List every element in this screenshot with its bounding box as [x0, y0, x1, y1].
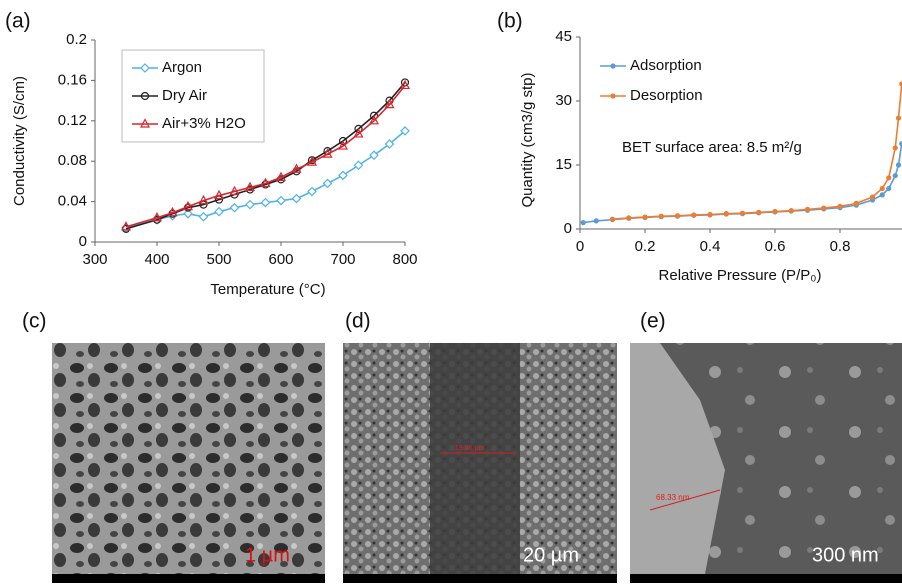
sem-image-d: 19.46 µm (d) 20 µm: [343, 310, 617, 583]
y-axis-label: Quantity (cm3/g stp): [519, 72, 536, 207]
marker: [215, 208, 223, 216]
marker: [893, 145, 898, 150]
marker: [610, 217, 615, 222]
marker: [200, 213, 208, 221]
x-tick-label: 400: [144, 251, 169, 268]
marker: [880, 186, 885, 191]
scale-bar-label: 20 µm: [523, 544, 579, 566]
legend-label: Air+3% H2O: [162, 115, 246, 132]
x-tick-label: 0.2: [635, 238, 656, 255]
scale-bar-label: 300 nm: [812, 544, 879, 566]
panel-label: (e): [640, 310, 666, 333]
x-axis-label: Relative Pressure (P/P₀): [659, 267, 822, 284]
marker: [789, 208, 794, 213]
legend-label: Desorption: [630, 87, 703, 104]
marker: [355, 161, 363, 169]
annotation: BET surface area: 8.5 m²/g: [622, 139, 802, 156]
panel-label: (a): [5, 10, 31, 33]
marker: [293, 195, 301, 203]
y-tick-label: 0.2: [66, 31, 87, 48]
marker: [675, 213, 680, 218]
info-bar: [52, 574, 325, 583]
marker: [880, 192, 885, 197]
info-bar: [343, 574, 617, 583]
measurement: 68.33 nm: [656, 493, 690, 502]
marker: [308, 188, 316, 196]
marker: [886, 175, 891, 180]
sem-image-e: 68.33 nm (e) 300 nm: [630, 310, 902, 583]
marker: [262, 199, 270, 207]
marker: [324, 179, 332, 187]
marker: [231, 204, 239, 212]
marker: [594, 218, 599, 223]
marker: [642, 214, 647, 219]
y-tick-label: 45: [555, 28, 572, 45]
marker: [896, 115, 901, 120]
y-tick-label: 0.08: [58, 152, 87, 169]
marker: [724, 211, 729, 216]
x-tick-label: 700: [330, 251, 355, 268]
scale-bar-label: 1 µm: [245, 544, 290, 566]
marker: [740, 211, 745, 216]
marker: [277, 197, 285, 205]
x-axis-label: Temperature (°C): [210, 281, 325, 298]
sem-image-c: (c) 1 µm: [22, 310, 325, 583]
info-bar: [630, 574, 902, 583]
marker: [659, 214, 664, 219]
marker: [246, 201, 254, 209]
panel-label: (c): [22, 310, 47, 333]
marker: [870, 194, 875, 199]
y-axis-label: Conductivity (S/cm): [11, 76, 28, 206]
marker: [854, 201, 859, 206]
x-tick-label: 0.8: [830, 238, 851, 255]
marker: [691, 212, 696, 217]
panel-label: (d): [345, 310, 371, 333]
x-tick-label: 800: [392, 251, 417, 268]
x-tick-label: 500: [206, 251, 231, 268]
marker: [581, 220, 586, 225]
marker: [805, 207, 810, 212]
x-tick-label: 0.4: [700, 238, 721, 255]
y-tick-label: 15: [555, 156, 572, 173]
y-tick-label: 0.04: [58, 193, 87, 210]
marker: [893, 173, 898, 178]
panel-label: (b): [497, 10, 523, 33]
figure: (c) 1 µm 19.46 µm (d) 20 µm 68.33 nm (e)…: [0, 0, 902, 587]
legend-label: Argon: [162, 59, 202, 76]
marker: [610, 93, 615, 98]
x-tick-label: 0.6: [765, 238, 786, 255]
marker: [756, 210, 761, 215]
y-tick-label: 0.16: [58, 71, 87, 88]
x-tick-label: 300: [82, 251, 107, 268]
measurement: 19.46 µm: [455, 445, 484, 452]
marker: [772, 209, 777, 214]
legend-label: Adsorption: [630, 57, 702, 74]
dense-layer: [430, 343, 520, 574]
y-tick-label: 30: [555, 92, 572, 109]
marker: [610, 63, 615, 68]
marker: [837, 204, 842, 209]
y-tick-label: 0.12: [58, 112, 87, 129]
x-tick-label: 0: [576, 238, 584, 255]
x-tick-label: 600: [268, 251, 293, 268]
y-tick-label: 0: [564, 220, 572, 237]
legend-label: Dry Air: [162, 87, 207, 104]
marker: [886, 186, 891, 191]
marker: [707, 212, 712, 217]
marker: [626, 215, 631, 220]
marker: [339, 171, 347, 179]
marker: [896, 162, 901, 167]
marker: [821, 205, 826, 210]
y-tick-label: 0: [79, 233, 87, 250]
